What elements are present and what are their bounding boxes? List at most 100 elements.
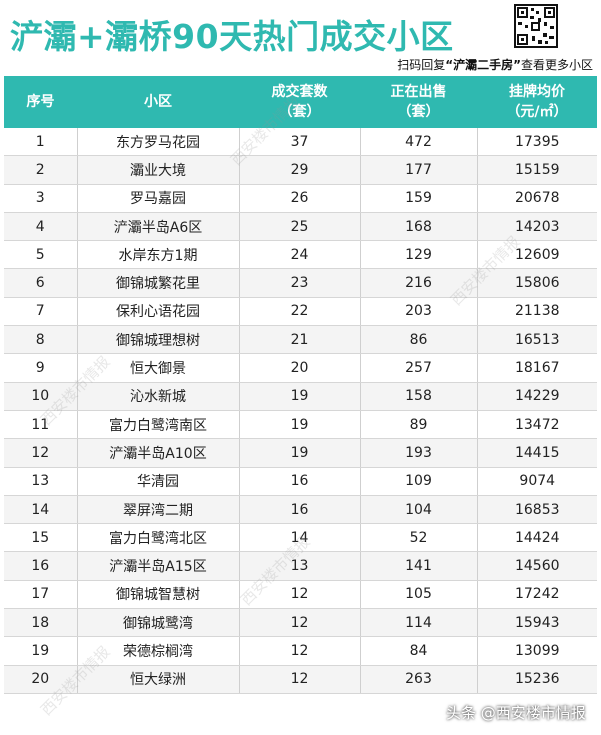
cell-deals: 25 [239,212,361,242]
header: 浐灞+灞桥90天热门成交小区 扫码回复“浐灞二手房”查看更多小区 [0,0,601,76]
cell-community: 浐灞半岛A10区 [77,438,240,468]
cell-community: 恒大绿洲 [77,665,240,694]
cell-deals: 26 [239,184,361,213]
table-row: 8 御锦城理想树 21 86 16513 [4,325,597,355]
cell-avg-price: 13099 [477,636,597,666]
cell-community: 水岸东方1期 [77,240,240,270]
cell-listings: 89 [360,410,478,440]
cell-deals: 12 [239,580,361,610]
cell-listings: 105 [360,580,478,610]
cell-deals: 37 [239,128,361,157]
cell-community: 浐灞半岛A15区 [77,551,240,581]
cell-listings: 263 [360,665,478,694]
cell-index: 6 [4,268,78,298]
cell-index: 17 [4,580,78,610]
cell-index: 15 [4,523,78,553]
cell-index: 10 [4,382,78,411]
header-deals: 成交套数 （套） [239,76,360,128]
table-row: 15 富力白鹭湾北区 14 52 14424 [4,523,597,553]
cell-avg-price: 15943 [477,608,597,638]
cell-avg-price: 14415 [477,438,597,468]
cell-avg-price: 20678 [477,184,597,213]
cell-listings: 114 [360,608,478,638]
cell-deals: 21 [239,325,361,355]
table-body: 1 东方罗马花园 37 472 17395 2 灞业大境 29 177 15159 3 罗马嘉园 26 1… [4,128,597,694]
cell-avg-price: 14229 [477,382,597,411]
cell-avg-price: 21138 [477,297,597,327]
cell-community: 灞业大境 [77,155,240,185]
table-row: 20 恒大绿洲 12 263 15236 [4,665,597,694]
cell-deals: 12 [239,608,361,638]
cell-avg-price: 16513 [477,325,597,355]
cell-avg-price: 14424 [477,523,597,553]
table-row: 10 沁水新城 19 158 14229 [4,382,597,411]
deal-table: 序号 小区 成交套数 （套） 正在出售 （套） 挂牌均价 （元/㎡） 1 东方罗马花园 3… [4,76,597,694]
cell-index: 4 [4,212,78,242]
cell-index: 5 [4,240,78,270]
footer-source-mark: 头条 @西安楼市情报 [446,704,586,722]
cell-index: 2 [4,155,78,185]
cell-community: 富力白鹭湾北区 [77,523,240,553]
cell-listings: 216 [360,268,478,298]
page-title: 浐灞+灞桥90天热门成交小区 [10,17,454,56]
cell-avg-price: 9074 [477,467,597,496]
cell-listings: 168 [360,212,478,242]
cell-community: 御锦城智慧树 [77,580,240,610]
cell-listings: 86 [360,325,478,355]
cell-deals: 13 [239,551,361,581]
cell-listings: 129 [360,240,478,270]
cell-listings: 159 [360,184,478,213]
subtitle-keyword: “浐灞二手房” [445,58,521,72]
cell-index: 12 [4,438,78,468]
cell-deals: 12 [239,665,361,694]
header-community: 小区 [77,76,239,128]
header-listings: 正在出售 （套） [360,76,477,128]
header-avg-price: 挂牌均价 （元/㎡） [477,76,597,128]
cell-listings: 472 [360,128,478,157]
cell-avg-price: 16853 [477,495,597,525]
cell-community: 荣德棕榈湾 [77,636,240,666]
cell-avg-price: 12609 [477,240,597,270]
cell-avg-price: 15236 [477,665,597,694]
cell-avg-price: 13472 [477,410,597,440]
cell-listings: 193 [360,438,478,468]
cell-listings: 141 [360,551,478,581]
cell-index: 18 [4,608,78,638]
cell-listings: 52 [360,523,478,553]
cell-community: 浐灞半岛A6区 [77,212,240,242]
header-index: 序号 [4,76,77,128]
cell-index: 14 [4,495,78,525]
cell-avg-price: 17395 [477,128,597,157]
cell-listings: 104 [360,495,478,525]
cell-avg-price: 15159 [477,155,597,185]
table-row: 2 灞业大境 29 177 15159 [4,155,597,185]
cell-index: 1 [4,128,78,157]
cell-index: 9 [4,353,78,383]
cell-deals: 12 [239,636,361,666]
cell-deals: 19 [239,410,361,440]
subtitle: 扫码回复“浐灞二手房”查看更多小区 [397,56,593,73]
cell-listings: 158 [360,382,478,411]
table-row: 1 东方罗马花园 37 472 17395 [4,128,597,157]
cell-avg-price: 18167 [477,353,597,383]
cell-community: 御锦城鹭湾 [77,608,240,638]
cell-deals: 16 [239,467,361,496]
cell-deals: 20 [239,353,361,383]
table-row: 9 恒大御景 20 257 18167 [4,353,597,383]
cell-index: 16 [4,551,78,581]
table-row: 16 浐灞半岛A15区 13 141 14560 [4,551,597,581]
subtitle-suffix: 查看更多小区 [520,58,593,72]
cell-deals: 23 [239,268,361,298]
cell-avg-price: 14560 [477,551,597,581]
table-row: 19 荣德棕榈湾 12 84 13099 [4,636,597,666]
cell-community: 恒大御景 [77,353,240,383]
cell-index: 8 [4,325,78,355]
cell-index: 11 [4,410,78,440]
cell-community: 东方罗马花园 [77,128,240,157]
cell-deals: 14 [239,523,361,553]
cell-index: 19 [4,636,78,666]
table-row: 6 御锦城繁花里 23 216 15806 [4,268,597,298]
table-row: 17 御锦城智慧树 12 105 17242 [4,580,597,610]
cell-listings: 203 [360,297,478,327]
cell-index: 3 [4,184,78,213]
